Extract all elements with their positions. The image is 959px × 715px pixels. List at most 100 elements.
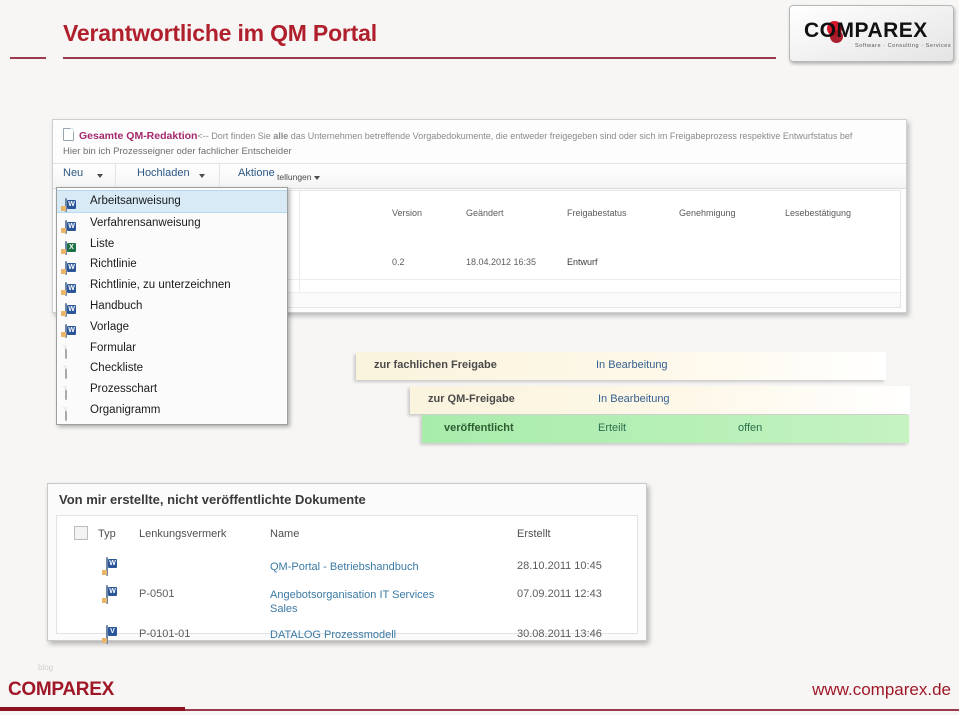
neu-dropdown-arrow-icon[interactable] xyxy=(97,169,103,181)
status-bar-label: veröffentlicht xyxy=(444,422,514,434)
doc-col-lenkungsvermerk[interactable]: Lenkungsvermerk xyxy=(139,528,227,540)
word-document-icon: W xyxy=(106,557,120,576)
status-bar-veroeffentlicht: veröffentlicht Erteilt offen xyxy=(422,415,909,443)
hochladen-dropdown-arrow-icon[interactable] xyxy=(199,169,205,181)
menu-item-label: Prozesschart xyxy=(90,383,158,396)
menu-item-prozesschart[interactable]: Prozesschart xyxy=(57,379,287,401)
menu-item-arbeitsanweisung[interactable]: W Arbeitsanweisung xyxy=(57,190,287,213)
excel-document-icon: X xyxy=(65,238,80,255)
aktionen-button[interactable]: Aktione xyxy=(238,167,275,179)
word-document-icon: W xyxy=(65,321,80,338)
einstellungen-label: tellungen xyxy=(277,172,312,182)
status-bar-value2: offen xyxy=(738,422,763,434)
document-icon xyxy=(63,128,74,141)
menu-item-richtlinie-zu-unterzeichnen[interactable]: W Richtlinie, zu unterzeichnen xyxy=(57,275,287,297)
grid-col-lesebestaetigung[interactable]: Lesebestätigung xyxy=(785,208,852,218)
doc-col-name[interactable]: Name xyxy=(270,528,300,540)
status-bar-label: zur QM-Freigabe xyxy=(428,393,515,405)
footer-blog-label: blog xyxy=(38,663,54,672)
menu-item-vorlage[interactable]: W Vorlage xyxy=(57,317,287,338)
logo-tagline: Software · Consulting · Services xyxy=(855,43,952,49)
menu-item-verfahrensanweisung[interactable]: W Verfahrensanweisung xyxy=(57,213,287,234)
neu-dropdown-menu[interactable]: W Arbeitsanweisung W Verfahrensanweisung… xyxy=(56,187,288,425)
page-title: Verantwortliche im QM Portal xyxy=(63,20,377,46)
footer-url[interactable]: www.comparex.de xyxy=(812,680,951,699)
panel-description-bold: alle xyxy=(273,131,289,141)
menu-item-liste[interactable]: X Liste xyxy=(57,234,287,255)
menu-item-handbuch[interactable]: W Handbuch xyxy=(57,296,287,317)
doc-cell-erstellt: 07.09.2011 12:43 xyxy=(517,588,602,600)
status-bar-fachliche-freigabe: zur fachlichen Freigabe In Bearbeitung xyxy=(356,352,886,380)
menu-item-label: Formular xyxy=(90,341,137,354)
word-document-icon: W xyxy=(65,195,80,212)
doc-cell-lenkungsvermerk: P-0501 xyxy=(139,588,175,600)
menu-item-formular[interactable]: Formular xyxy=(57,338,287,359)
panel-subline: Hier bin ich Prozesseigner oder fachlich… xyxy=(63,146,292,157)
menu-item-label: Liste xyxy=(90,237,115,250)
status-bar-value1: Erteilt xyxy=(598,422,627,434)
header-rule-long xyxy=(63,57,776,59)
word-document-icon: W xyxy=(65,300,80,317)
doc-cell-lenkungsvermerk: P-0101-01 xyxy=(139,628,191,640)
blank-page-icon xyxy=(65,404,80,421)
footer-company: COMPAREX xyxy=(8,679,114,700)
qm-redaktion-panel: Gesamte QM-Redaktion<-- Dort finden Sie … xyxy=(52,119,907,313)
panel-toolbar: Neu Hochladen Aktione tellungen xyxy=(53,163,906,189)
grid-col-geaendert[interactable]: Geändert xyxy=(466,208,504,218)
status-bar-label: zur fachlichen Freigabe xyxy=(374,359,497,371)
doc-cell-name-link[interactable]: Angebotsorganisation IT Services Sales xyxy=(270,589,435,615)
word-document-icon: W xyxy=(65,279,80,297)
menu-item-label: Richtlinie xyxy=(90,258,137,271)
blank-page-icon xyxy=(65,342,80,359)
status-bar-qm-freigabe: zur QM-Freigabe In Bearbeitung xyxy=(410,386,910,414)
grid-col-freigabestatus[interactable]: Freigabestatus xyxy=(567,208,627,218)
einstellungen-button[interactable]: tellungen xyxy=(277,172,320,182)
doc-table: Typ Lenkungsvermerk Name Erstellt W QM-P… xyxy=(56,515,638,644)
doc-col-typ[interactable]: Typ xyxy=(98,528,116,540)
menu-item-label: Handbuch xyxy=(90,299,143,312)
doc-cell-name-link[interactable]: DATALOG Prozessmodell xyxy=(270,629,397,641)
footer-rule-accent xyxy=(0,707,185,711)
menu-item-label: Verfahrensanweisung xyxy=(90,216,201,229)
visio-document-icon: V xyxy=(106,625,120,644)
grid-cell-freigabestatus: Entwurf xyxy=(567,257,598,267)
menu-item-label: Vorlage xyxy=(90,320,130,333)
logo-wordmark: COMPAREX xyxy=(804,19,928,42)
status-bar-value1: In Bearbeitung xyxy=(598,393,670,405)
footer-rule xyxy=(0,709,959,711)
panel-header-row: Gesamte QM-Redaktion<-- Dort finden Sie … xyxy=(63,126,902,142)
panel-description-pre: <-- Dort finden Sie xyxy=(197,131,274,141)
header-rule-short xyxy=(10,57,46,59)
menu-item-richtlinie[interactable]: W Richtlinie xyxy=(57,254,287,276)
hochladen-button[interactable]: Hochladen xyxy=(137,167,190,179)
menu-item-label: Checkliste xyxy=(90,362,144,375)
doc-panel-title: Von mir erstellte, nicht veröffentlichte… xyxy=(59,492,366,507)
blank-page-icon xyxy=(65,383,80,401)
grid-col-genehmigung[interactable]: Genehmigung xyxy=(679,208,736,218)
doc-cell-name-link[interactable]: QM-Portal - Betriebshandbuch xyxy=(270,561,419,573)
neu-button[interactable]: Neu xyxy=(63,167,84,179)
word-document-icon: W xyxy=(65,217,80,234)
grid-row-divider xyxy=(59,279,900,280)
slide-header: Verantwortliche im QM Portal COMPAREX So… xyxy=(0,0,959,66)
menu-item-label: Richtlinie, zu unterzeichnen xyxy=(90,279,231,292)
doc-col-erstellt[interactable]: Erstellt xyxy=(517,528,551,540)
blank-page-icon xyxy=(65,362,80,380)
grid-cell-geaendert: 18.04.2012 16:35 xyxy=(466,257,537,267)
comparex-logo: COMPAREX Software · Consulting · Service… xyxy=(789,5,954,62)
grid-cell-version: 0.2 xyxy=(392,257,405,267)
menu-item-label: Arbeitsanweisung xyxy=(90,195,181,207)
menu-item-label: Organigramm xyxy=(90,403,161,416)
panel-description-post: das Unternehmen betreffende Vorgabedokum… xyxy=(288,131,853,141)
select-all-checkbox[interactable] xyxy=(74,526,88,540)
doc-cell-erstellt: 28.10.2011 10:45 xyxy=(517,560,602,572)
menu-item-checkliste[interactable]: Checkliste xyxy=(57,358,287,380)
qm-redaktion-link[interactable]: Gesamte QM-Redaktion xyxy=(79,130,198,142)
menu-item-organigramm[interactable]: Organigramm xyxy=(57,400,287,421)
doc-cell-erstellt: 30.08.2011 13:46 xyxy=(517,628,602,640)
word-document-icon: W xyxy=(65,258,80,276)
status-bar-value1: In Bearbeitung xyxy=(596,359,668,371)
word-document-icon: W xyxy=(106,585,120,604)
grid-col-version[interactable]: Version xyxy=(392,208,423,218)
unpublished-documents-panel: Von mir erstellte, nicht veröffentlichte… xyxy=(47,483,647,644)
